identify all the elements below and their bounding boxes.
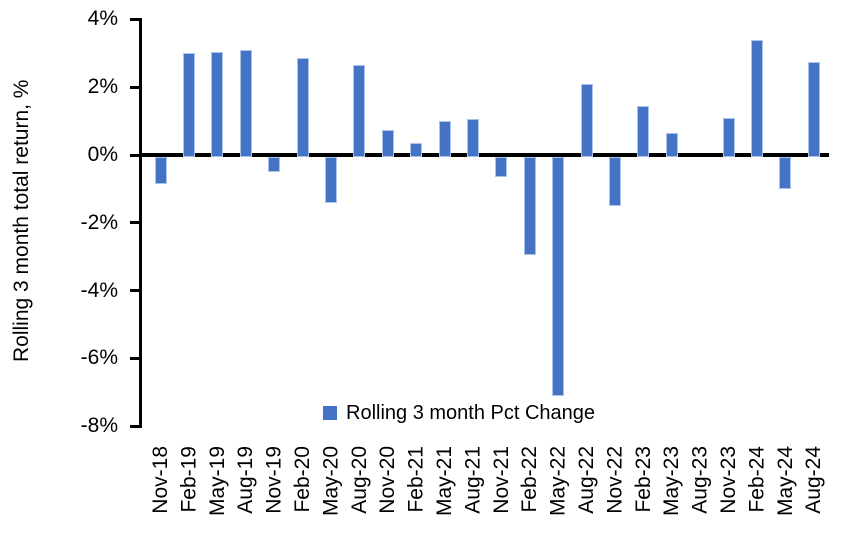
bar-Nov-18 [154,156,167,185]
x-axis-label-Nov-22: Nov-22 [603,446,627,514]
x-axis-label-Aug-21: Aug-21 [461,446,485,514]
x-axis-label-May-24: May-24 [773,446,797,517]
x-axis-label-Feb-23: Feb-23 [631,446,655,513]
bar-May-23 [665,132,678,157]
y-axis-tick [130,153,139,157]
y-axis-tick [130,85,139,89]
x-axis-label-Feb-21: Feb-21 [404,446,428,513]
bar-Aug-20 [353,65,366,157]
y-axis-tick-label: 2% [87,75,118,99]
x-axis-label-Feb-20: Feb-20 [291,446,314,513]
x-axis-label-May-22: May-22 [546,446,570,517]
y-axis-tick-label: 4% [87,7,118,31]
x-axis-zero-line [142,153,829,157]
x-axis-label-Nov-18: Nov-18 [149,446,172,514]
y-axis-tick-label: 0% [87,143,118,166]
x-axis-label-Nov-23: Nov-23 [717,446,740,514]
bar-May-21 [438,121,451,157]
bar-May-20 [324,156,337,203]
x-axis-label-May-21: May-21 [433,446,456,517]
bar-Nov-20 [381,129,394,157]
x-axis-label-Aug-23: Aug-23 [688,446,712,514]
x-axis-label-Aug-24: Aug-24 [802,446,826,514]
y-axis-tick-label: -8% [80,414,118,438]
x-axis-label-Nov-20: Nov-20 [376,446,400,514]
bar-May-24 [779,156,792,190]
bar-Nov-21 [495,156,508,178]
bar-May-22 [552,156,565,396]
legend: Rolling 3 month Pct Change [323,402,595,424]
bar-Feb-20 [296,58,309,157]
x-axis-label-Aug-20: Aug-20 [347,446,371,514]
x-axis-label-Nov-21: Nov-21 [489,446,513,514]
x-axis-label-Feb-22: Feb-22 [518,446,542,513]
y-axis-tick-label: -6% [80,346,118,370]
bar-Aug-21 [466,119,479,157]
y-axis-tick-label: -2% [80,210,118,234]
bar-Aug-24 [807,61,820,157]
bar-Feb-22 [523,156,536,256]
bar-Feb-21 [410,143,423,157]
y-axis-tick [130,17,139,21]
bar-Nov-22 [608,156,621,207]
x-axis-label-Feb-24: Feb-24 [745,446,769,513]
x-axis-label-May-23: May-23 [660,446,684,517]
y-axis-tick-label: -4% [80,278,118,302]
bar-Nov-19 [268,156,281,173]
bar-Feb-23 [637,105,650,157]
x-axis-label-Feb-19: Feb-19 [177,446,201,513]
x-axis-label-Nov-19: Nov-19 [262,446,286,514]
bar-Aug-22 [580,83,593,157]
x-axis-label-May-20: May-20 [319,446,343,517]
x-axis-label-May-19: May-19 [205,446,229,517]
y-axis-tick [130,356,139,360]
bar-Feb-24 [750,39,763,157]
bar-Aug-19 [239,49,252,157]
bar-May-19 [211,51,224,157]
x-axis-label-Aug-19: Aug-19 [234,446,258,514]
y-axis-tick [130,424,139,428]
legend-swatch-icon [323,406,337,420]
y-axis-tick [130,221,139,225]
y-axis-tick [130,289,139,293]
bar-Feb-19 [182,53,195,157]
x-axis-label-Aug-22: Aug-22 [575,446,598,514]
y-axis-line [139,18,142,428]
legend-label: Rolling 3 month Pct Change [346,402,596,424]
bar-Nov-23 [722,117,735,157]
